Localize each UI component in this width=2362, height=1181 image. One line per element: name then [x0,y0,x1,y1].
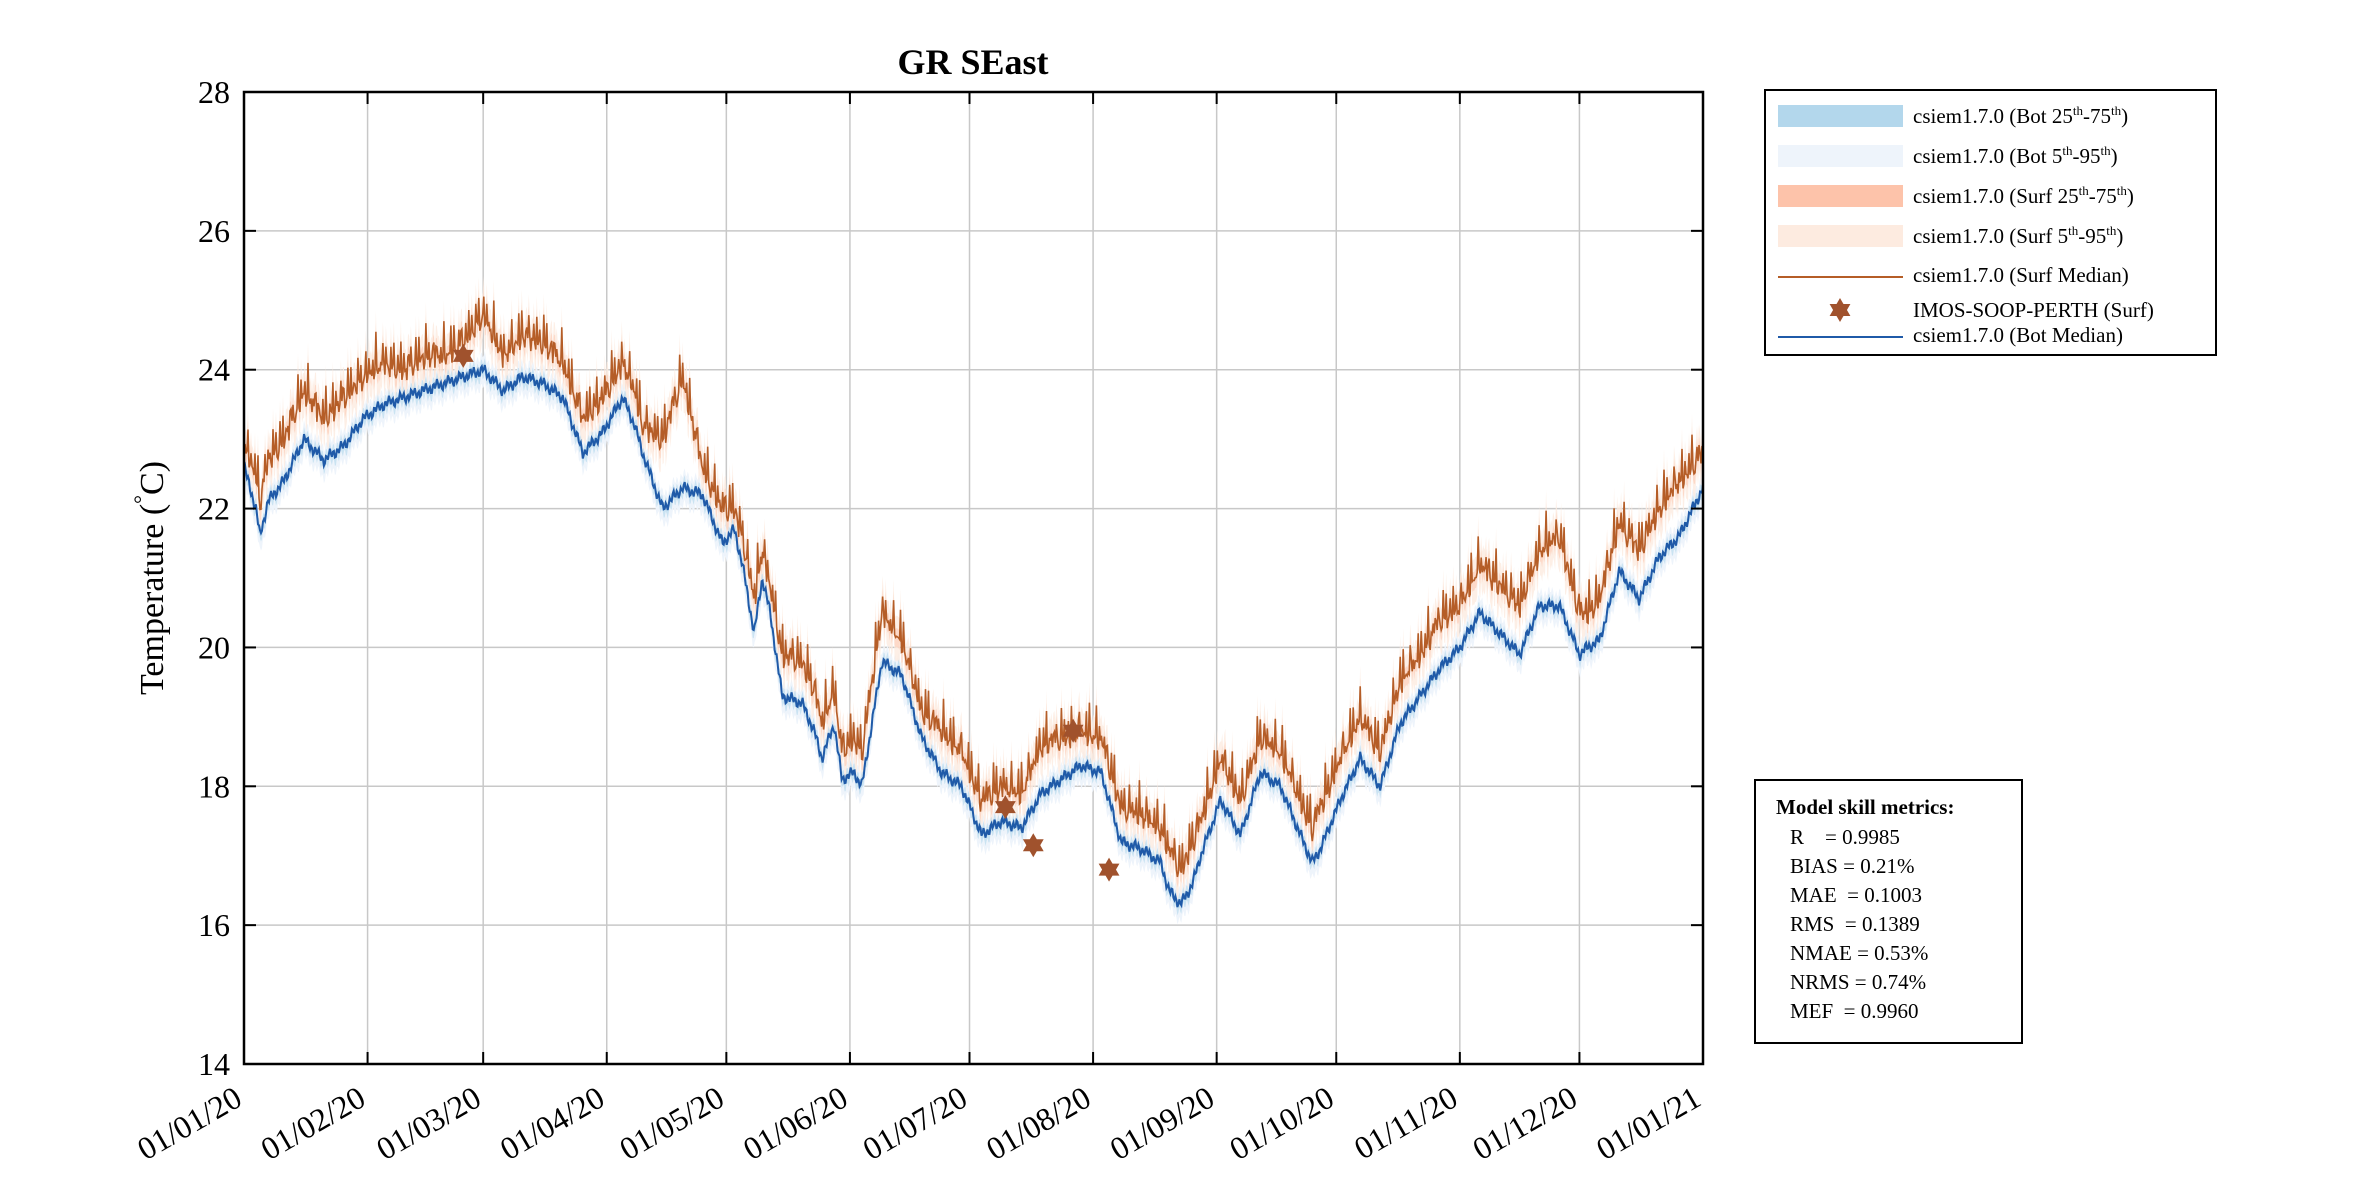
x-tick-label: 01/02/20 [255,1079,372,1167]
metric-bias: BIAS = 0.21% [1790,854,1915,878]
grid-lines [244,92,1703,1064]
legend-label: csiem1.7.0 (Surf 25th-75th) [1913,183,2134,208]
y-tick-label: 24 [198,352,230,388]
legend-label: csiem1.7.0 (Bot Median) [1913,323,2123,347]
legend-item-surf-outer: csiem1.7.0 (Surf 5th-95th) [1766,217,2215,257]
metric-r: R = 0.9985 [1790,825,1900,849]
observation-marker [1098,857,1120,882]
legend-line [1778,336,1903,338]
y-tick-label: 16 [198,907,230,943]
legend-line [1778,276,1903,278]
legend-swatch [1778,225,1903,247]
bot-median-line [243,363,1704,909]
x-tick-label: 01/05/20 [613,1079,730,1167]
y-tick-label: 20 [198,629,230,665]
x-tick-label: 01/03/20 [370,1079,487,1167]
x-tick-label: 01/06/20 [737,1079,854,1167]
bot-5-95-band [244,351,1703,925]
x-tick-label: 01/08/20 [980,1079,1097,1167]
metric-mef: MEF = 0.9960 [1790,999,1919,1023]
x-tick-label: 01/11/20 [1348,1079,1464,1166]
y-tick-label: 18 [198,768,230,804]
legend-item-observations: IMOS-SOOP-PERTH (Surf) [1766,292,2215,332]
y-tick-label: 14 [198,1046,230,1082]
y-axis-label-main: Temperature ( [134,504,171,695]
y-axis-label-unit: C) [134,461,171,495]
metric-mae: MAE = 0.1003 [1790,883,1923,907]
degree-symbol: ° [129,495,154,504]
legend-label: csiem1.7.0 (Surf 5th-95th) [1913,223,2124,248]
star-triangle-down [452,349,474,368]
metric-rms: RMS = 0.1389 [1790,912,1920,936]
star-triangle-down [1022,839,1044,858]
x-tick-label: 01/07/20 [856,1079,973,1167]
legend-swatch [1778,105,1903,127]
legend-item-surf-median: csiem1.7.0 (Surf Median) [1766,257,2215,297]
y-tick-label: 28 [198,74,230,110]
chart-title: GR SEast [897,42,1048,82]
legend-swatch [1778,145,1903,167]
x-tick-label: 01/01/20 [131,1079,248,1167]
observation-marker [1022,833,1044,858]
observation-marker [1062,718,1084,743]
x-tick-label: 01/09/20 [1104,1079,1221,1167]
observation-marker [452,343,474,368]
median-lines [243,296,1704,909]
hexagram-star-icon [1829,298,1851,322]
legend-label: IMOS-SOOP-PERTH (Surf) [1913,298,2154,322]
observation-markers [452,343,1120,882]
y-axis-label: Temperature (°C) [129,461,171,695]
surf-5-95-band [244,275,1703,902]
legend: csiem1.7.0 (Bot 25th-75th) csiem1.7.0 (B… [1764,89,2217,356]
x-tick-label: 01/04/20 [494,1079,611,1167]
legend-item-bot-outer: csiem1.7.0 (Bot 5th-95th) [1766,137,2215,177]
plot-area-frame [242,90,1705,1066]
y-tick-label: 22 [198,491,230,527]
skill-metrics-box: Model skill metrics: R = 0.9985 BIAS = 0… [1754,779,2023,1044]
legend-item-bot-median: csiem1.7.0 (Bot Median) [1766,317,2215,357]
observation-marker [994,795,1016,820]
x-tick-label: 01/12/20 [1466,1079,1583,1167]
metric-nmae: NMAE = 0.53% [1790,941,1929,965]
legend-label: csiem1.7.0 (Bot 5th-95th) [1913,143,2118,168]
legend-item-surf-iqr: csiem1.7.0 (Surf 25th-75th) [1766,177,2215,217]
y-tick-label: 26 [198,213,230,249]
star-triangle-down [994,801,1016,820]
star-triangle-down [1062,724,1084,743]
x-tick-label: 01/10/20 [1223,1079,1340,1167]
legend-item-bot-iqr: csiem1.7.0 (Bot 25th-75th) [1766,97,2215,137]
legend-swatch [1778,185,1903,207]
x-tick-label: 01/01/21 [1590,1079,1707,1167]
legend-label: csiem1.7.0 (Bot 25th-75th) [1913,103,2129,128]
metrics-title: Model skill metrics: [1776,795,1955,819]
metric-nrms: NRMS = 0.74% [1790,970,1927,994]
star-triangle-down [1098,863,1120,882]
surf-median-line [243,296,1704,878]
legend-label: csiem1.7.0 (Surf Median) [1913,263,2129,287]
